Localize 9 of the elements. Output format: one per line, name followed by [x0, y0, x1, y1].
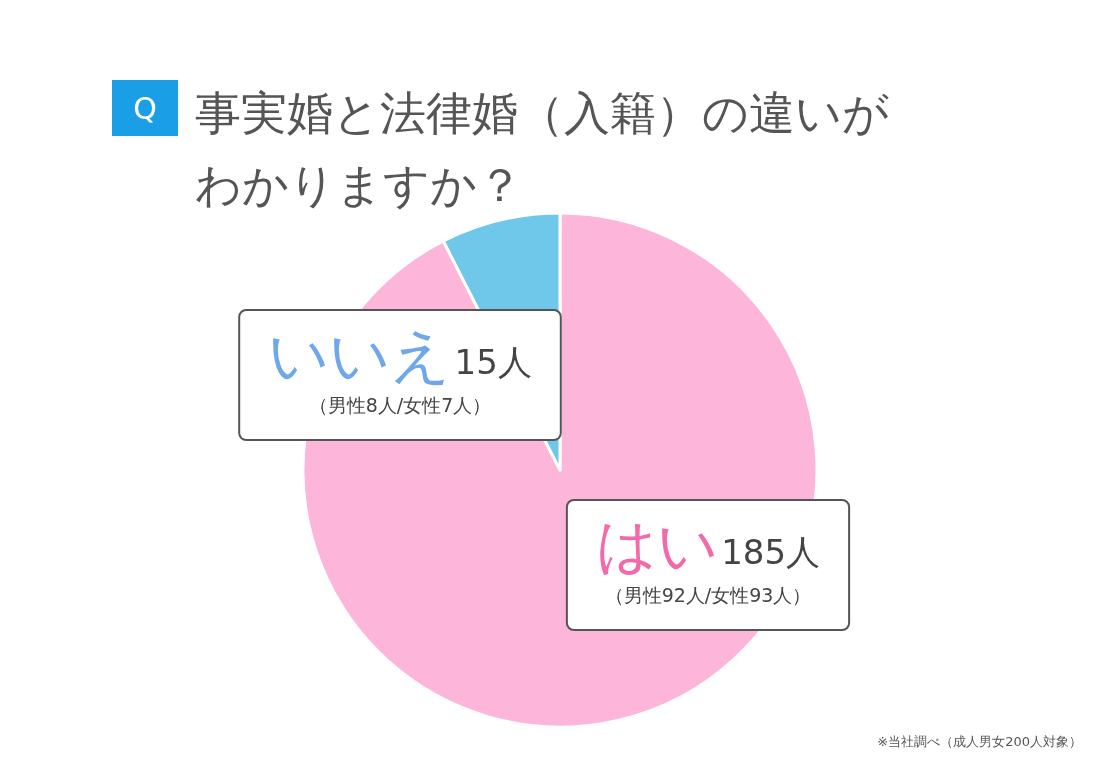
- text: ※当社調べ（成人男女200人対象）: [877, 734, 1083, 749]
- text: （男性8人/女性7人）: [308, 394, 492, 416]
- chart-title: 事実婚と法律婚（入籍）の違いがわかりますか？: [195, 86, 889, 212]
- data-label: 15人: [454, 342, 532, 382]
- slice-label: いいえ: [268, 320, 452, 390]
- q-badge: Q: [112, 80, 178, 136]
- slice-label: はい: [595, 510, 718, 580]
- data-label: 185人: [721, 532, 821, 572]
- text: （男性92人/女性93人）: [604, 584, 812, 606]
